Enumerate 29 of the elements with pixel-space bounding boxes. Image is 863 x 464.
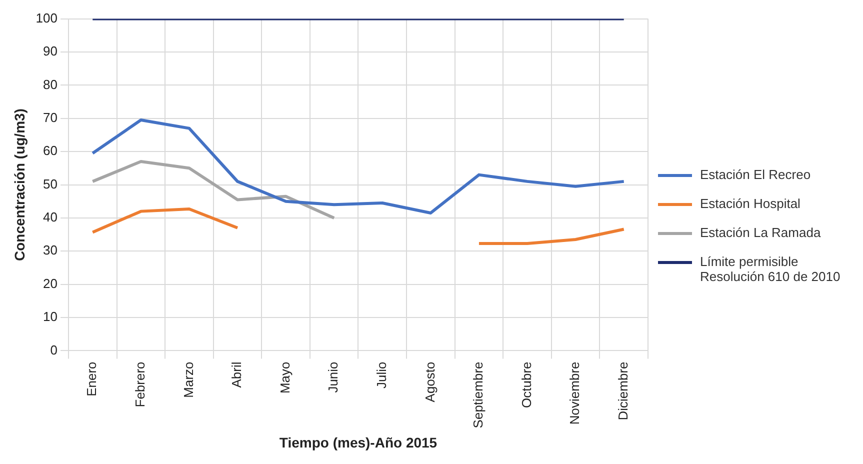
y-tick-label: 0 — [50, 342, 58, 358]
y-tick-label: 60 — [43, 143, 58, 158]
y-axis-title: Concentración (ug/m3) — [11, 108, 28, 261]
x-tick-label: Diciembre — [615, 362, 630, 420]
y-tick-label: 10 — [43, 309, 58, 324]
x-tick-label: Octubre — [518, 362, 534, 408]
x-tick-label: Febrero — [132, 362, 148, 408]
y-tick-label: 50 — [43, 176, 58, 192]
legend-label: Estación Hospital — [700, 196, 800, 210]
x-tick-label: Junio — [326, 362, 341, 393]
x-tick-label: Mayo — [277, 362, 292, 394]
x-tick-label: Enero — [84, 362, 100, 396]
y-tick-label: 20 — [43, 276, 58, 291]
x-tick-label: Abril — [229, 362, 244, 388]
x-tick-label: Septiembre — [470, 362, 486, 428]
x-axis-title: Tiempo (mes)-Año 2015 — [279, 434, 438, 450]
y-tick-label: 70 — [43, 110, 58, 125]
y-tick-label: 40 — [43, 210, 58, 225]
x-tick-label: Noviembre — [567, 362, 582, 425]
x-tick-label: Julio — [374, 362, 389, 388]
x-tick-label: Agosto — [422, 362, 438, 402]
legend-label: Estación La Ramada — [700, 224, 821, 240]
y-tick-label: 90 — [43, 44, 58, 59]
y-tick-label: 80 — [43, 76, 58, 92]
legend-label: Límite permisible Resolución 610 de 2010 — [700, 254, 842, 284]
y-tick-label: 30 — [43, 242, 58, 258]
x-tick-label: Marzo — [180, 362, 196, 398]
legend-label: Estación El Recreo — [700, 166, 811, 182]
y-tick-label: 100 — [36, 10, 58, 26]
